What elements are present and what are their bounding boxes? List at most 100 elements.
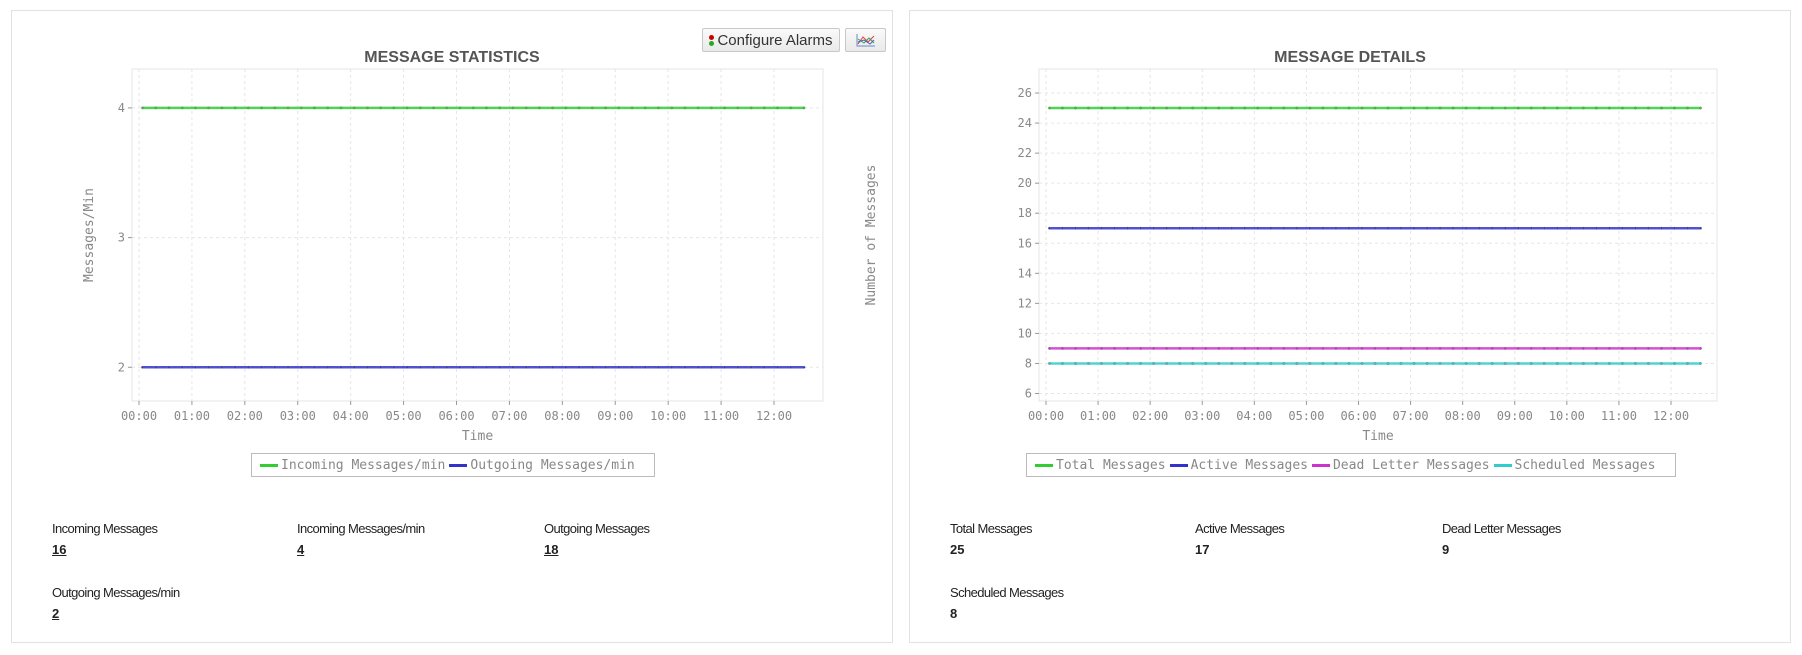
data-point [696, 106, 700, 110]
configure-alarms-button[interactable]: Configure Alarms [702, 28, 840, 52]
data-point [1048, 362, 1051, 365]
data-point [154, 365, 158, 369]
data-point [1152, 106, 1156, 110]
data-point [1581, 226, 1585, 230]
chart-legend: Incoming Messages/min Outgoing Messages/m… [251, 453, 655, 477]
data-point [1217, 106, 1221, 110]
data-point [630, 365, 634, 369]
data-point [1295, 226, 1299, 230]
data-point [1490, 362, 1494, 365]
data-point [326, 365, 330, 369]
data-point [1191, 362, 1195, 365]
data-point [1347, 226, 1351, 230]
stat-label: Outgoing Messages [544, 521, 650, 536]
data-point [1620, 362, 1624, 365]
data-point [1178, 106, 1182, 110]
data-point [1282, 106, 1286, 110]
data-point [1607, 226, 1611, 230]
x-tick-label: 12:00 [756, 409, 792, 423]
data-point [1438, 226, 1442, 230]
data-point [1269, 347, 1273, 350]
data-point [1451, 106, 1455, 110]
data-point [1568, 347, 1572, 350]
data-point [405, 106, 409, 110]
data-point [1282, 226, 1286, 230]
data-point [1269, 226, 1273, 230]
data-point [352, 106, 356, 110]
data-point [1412, 362, 1416, 365]
chart-view-button[interactable] [845, 28, 886, 52]
data-point [1686, 106, 1689, 110]
data-point [1477, 226, 1481, 230]
data-point [1699, 226, 1702, 230]
data-point [564, 365, 568, 369]
stat-value[interactable]: 2 [52, 606, 60, 621]
data-point [458, 365, 462, 369]
data-point [1087, 362, 1090, 365]
data-point [1542, 347, 1546, 350]
stat-label: Scheduled Messages [950, 585, 1064, 600]
y-tick-label: 14 [1018, 266, 1032, 280]
data-point [1334, 226, 1338, 230]
legend-label: Outgoing Messages/min [470, 457, 635, 473]
stat-value[interactable]: 4 [297, 542, 305, 557]
data-point [1360, 347, 1364, 350]
data-point [1087, 106, 1090, 110]
data-point [1347, 362, 1351, 365]
data-point [1139, 106, 1143, 110]
data-point [1165, 347, 1169, 350]
data-point [313, 106, 316, 110]
legend-swatch [1035, 463, 1053, 467]
stat-value[interactable]: 18 [544, 542, 559, 557]
data-point [511, 365, 515, 369]
data-point [1516, 106, 1520, 110]
data-point [1217, 226, 1221, 230]
data-point [1256, 347, 1260, 350]
data-point [1061, 106, 1064, 110]
data-point [1126, 347, 1129, 350]
stat-value[interactable]: 16 [52, 542, 67, 557]
data-point [1555, 106, 1559, 110]
data-point [1204, 362, 1208, 365]
chart-legend: Total Messages Active Messages Dead Letter… [1026, 453, 1676, 477]
data-point [1048, 106, 1051, 110]
data-point [1686, 347, 1689, 350]
data-point [1581, 347, 1585, 350]
traffic-light-icon [709, 34, 715, 46]
data-point [299, 365, 303, 369]
x-tick-label: 07:00 [1393, 409, 1429, 423]
data-point [1165, 106, 1169, 110]
data-point [762, 365, 766, 369]
data-point [445, 106, 449, 110]
data-point [418, 106, 422, 110]
y-tick-label: 6 [1025, 386, 1032, 400]
data-point [194, 106, 197, 110]
x-tick-label: 10:00 [650, 409, 686, 423]
data-point [1529, 226, 1533, 230]
data-point [1464, 106, 1468, 110]
data-point [604, 106, 607, 110]
data-point [538, 106, 541, 110]
data-point [1607, 362, 1611, 365]
data-point [1139, 347, 1143, 350]
x-tick-label: 03:00 [1184, 409, 1220, 423]
data-point [1412, 106, 1416, 110]
data-point [1373, 347, 1377, 350]
data-point [577, 106, 581, 110]
data-point [1074, 226, 1077, 230]
data-point [802, 106, 806, 110]
data-point [643, 365, 647, 369]
data-point [1113, 226, 1116, 230]
data-point [1087, 226, 1090, 230]
legend-swatch [260, 463, 278, 467]
data-point [1269, 362, 1273, 365]
data-point [1295, 106, 1299, 110]
data-point [749, 106, 753, 110]
data-point [1464, 226, 1468, 230]
data-point [1673, 106, 1676, 110]
x-tick-label: 06:00 [1340, 409, 1376, 423]
data-point [1555, 347, 1559, 350]
x-tick-label: 08:00 [1445, 409, 1481, 423]
configure-alarms-label: Configure Alarms [717, 31, 833, 49]
data-point [1126, 106, 1129, 110]
